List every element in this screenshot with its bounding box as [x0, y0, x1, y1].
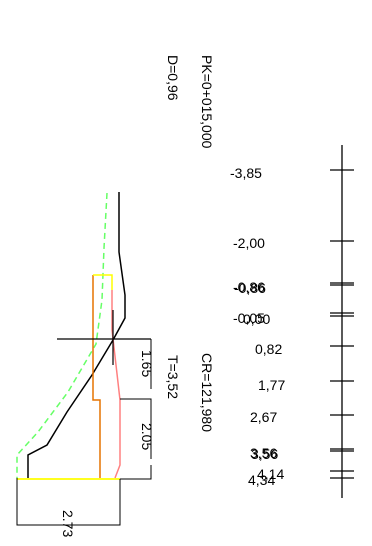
- ground-line: [27, 192, 126, 478]
- offset-label: -3,85: [230, 165, 262, 181]
- offset-label: 4,34: [248, 472, 275, 488]
- scale-ticks: [330, 169, 354, 479]
- offset-label: -2,00: [233, 235, 265, 251]
- offset-label: 3,56: [250, 445, 277, 461]
- offset-label: -0,86: [233, 279, 265, 295]
- dim-2-73-line: [16, 478, 121, 526]
- dim-2-73: 2.73: [60, 510, 76, 537]
- offset-label: 3,56: [251, 446, 278, 462]
- pk-label: PK=0+015,000: [199, 55, 215, 149]
- green-dashed-line: [16, 192, 108, 478]
- offset-label: 0,00: [243, 311, 270, 327]
- cr-label: CR=121,980: [199, 353, 215, 432]
- dim-2-05-line: [120, 398, 152, 459]
- offset-label: 4,14: [257, 466, 284, 482]
- d-label: D=0,96: [165, 55, 181, 101]
- dim-2-05: 2.05: [139, 423, 155, 450]
- pink-layer: [111, 290, 121, 479]
- t-label: T=3,52: [165, 355, 181, 399]
- offset-label: -0,05: [233, 310, 265, 326]
- offset-label: 1,77: [258, 377, 285, 393]
- dim-1-65: 1.65: [139, 350, 155, 377]
- offset-label: 2,67: [250, 409, 277, 425]
- offset-label: 0,82: [255, 341, 282, 357]
- dim-bottom-box: [120, 465, 152, 480]
- offset-label: -0,86: [234, 280, 266, 296]
- yellow-layer-top: [93, 274, 113, 290]
- orange-layer: [92, 275, 101, 478]
